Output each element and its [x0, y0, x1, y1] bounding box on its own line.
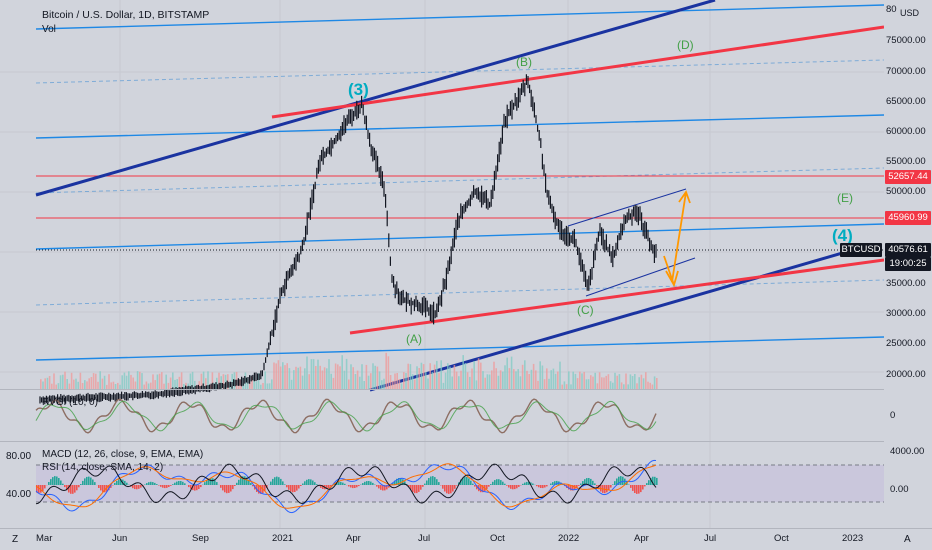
zoom-reset-button[interactable]: Z — [12, 534, 19, 545]
rvgi-signal-line — [35, 400, 657, 432]
time-tick: Jul — [418, 533, 431, 544]
auto-scale-button[interactable]: A — [904, 534, 911, 545]
time-tick: Apr — [634, 533, 649, 544]
macd-rsi-pane[interactable] — [0, 442, 884, 528]
wave-label-3: (3) — [348, 80, 369, 99]
time-tick: 2021 — [272, 533, 294, 544]
wave-label-b: (B) — [516, 55, 532, 69]
price-candles — [39, 74, 657, 405]
rvgi-line — [35, 398, 657, 434]
level-badge-lower: 45960.99 — [885, 211, 931, 225]
wave-label-a: (A) — [406, 332, 422, 346]
currency-label: USD — [900, 8, 920, 18]
time-tick: Sep — [192, 533, 209, 544]
price-tick: 25000.00 — [886, 338, 926, 349]
macd-label: MACD (12, 26, close, 9, EMA, EMA) — [42, 449, 204, 460]
time-axis[interactable]: Z Mar Jun Sep 2021 Apr Jul Oct 2022 Apr … — [0, 528, 932, 550]
time-tick: Oct — [774, 533, 789, 544]
rvgi-pane[interactable] — [0, 390, 884, 442]
time-tick: 2022 — [558, 533, 580, 544]
time-tick: Mar — [36, 533, 53, 544]
price-tick: 20000.00 — [886, 369, 926, 380]
pane-separator-rvgi[interactable] — [0, 389, 884, 390]
red-horizontal-levels — [36, 175, 884, 219]
symbol-title[interactable]: Bitcoin / U.S. Dollar, 1D, BITSTAMP — [42, 9, 210, 21]
countdown-badge: 19:00:25 — [885, 257, 931, 271]
price-tick: 70000.00 — [886, 66, 926, 77]
navy-trend-lines — [35, 0, 871, 392]
rsi-level-low: 40.00 — [6, 489, 32, 500]
macd-signal-line — [35, 463, 657, 509]
macd-histogram — [36, 476, 658, 494]
small-channel — [567, 188, 696, 297]
pane-separator-macd[interactable] — [0, 441, 884, 442]
red-trend-lines — [271, 25, 884, 335]
last-price-badge: 40576.61 — [885, 243, 931, 257]
volume-label: Vol — [42, 24, 56, 35]
time-tick: Oct — [490, 533, 505, 544]
time-tick: 2023 — [842, 533, 864, 544]
time-tick: Apr — [346, 533, 361, 544]
price-tick: 75000.00 — [886, 35, 926, 46]
price-tick: 35000.00 — [886, 278, 926, 289]
price-tick: 65000.00 — [886, 96, 926, 107]
rvgi-label: RVGI (10, 0) — [42, 397, 98, 408]
orange-projection-arrows — [663, 190, 691, 288]
rsi-level-high: 80.00 — [6, 451, 32, 462]
time-tick: Jun — [112, 533, 128, 544]
price-tick-top: 80 — [886, 4, 897, 15]
price-tick: 50000.00 — [886, 186, 926, 197]
macd-zero-tick: 0.00 — [890, 484, 909, 495]
price-tick: 55000.00 — [886, 156, 926, 167]
blue-channel-lines — [35, 4, 884, 361]
rsi-line — [35, 463, 657, 505]
level-badge-upper: 52657.44 — [885, 170, 931, 184]
time-tick: Jul — [704, 533, 717, 544]
macd-top-tick: 4000.00 — [890, 446, 925, 457]
dashed-channel-lines — [35, 59, 884, 306]
price-tick: 30000.00 — [886, 308, 926, 319]
wave-label-d: (D) — [677, 38, 694, 52]
price-tick: 60000.00 — [886, 126, 926, 137]
wave-label-4: (4) — [832, 226, 853, 245]
wave-label-e: (E) — [837, 191, 853, 205]
rvgi-zero-tick: 0 — [890, 410, 896, 421]
wave-label-c: (C) — [577, 303, 594, 317]
rsi-label: RSI (14, close, SMA, 14, 2) — [42, 462, 164, 473]
main-price-chart[interactable]: (3) (4) (A) (B) (C) (D) (E) — [0, 0, 884, 528]
symbol-badge: BTCUSD — [840, 243, 882, 257]
volume-bars — [40, 352, 658, 389]
